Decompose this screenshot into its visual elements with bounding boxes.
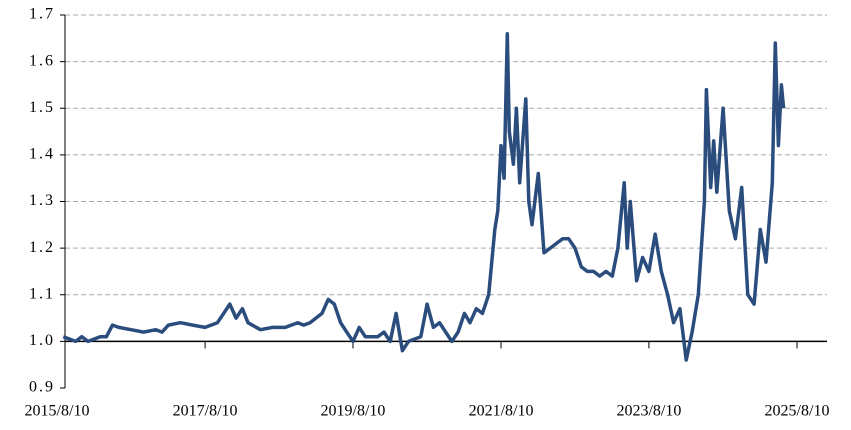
- x-tick-label: 2019/8/10: [321, 403, 386, 420]
- y-tick-label: 0.9: [29, 379, 55, 396]
- x-tick-label: 2025/8/10: [765, 403, 830, 420]
- y-tick-label: 1.4: [29, 146, 55, 163]
- y-tick-label: 1.2: [29, 239, 55, 256]
- y-tick-label: 1.3: [29, 192, 55, 209]
- y-tick-label: 1.1: [29, 285, 55, 302]
- series-line: [62, 31, 786, 362]
- y-tick-label: 1.5: [29, 99, 55, 116]
- x-tick-label: 2021/8/10: [469, 403, 534, 420]
- x-tick-label: 2015/8/10: [25, 403, 90, 420]
- y-tick-label: 1.7: [29, 6, 55, 23]
- x-tick-label: 2017/8/10: [173, 403, 238, 420]
- y-tick-label: 1.0: [29, 332, 55, 349]
- y-tick-label: 1.6: [29, 52, 55, 69]
- x-tick-label: 2023/8/10: [616, 403, 681, 420]
